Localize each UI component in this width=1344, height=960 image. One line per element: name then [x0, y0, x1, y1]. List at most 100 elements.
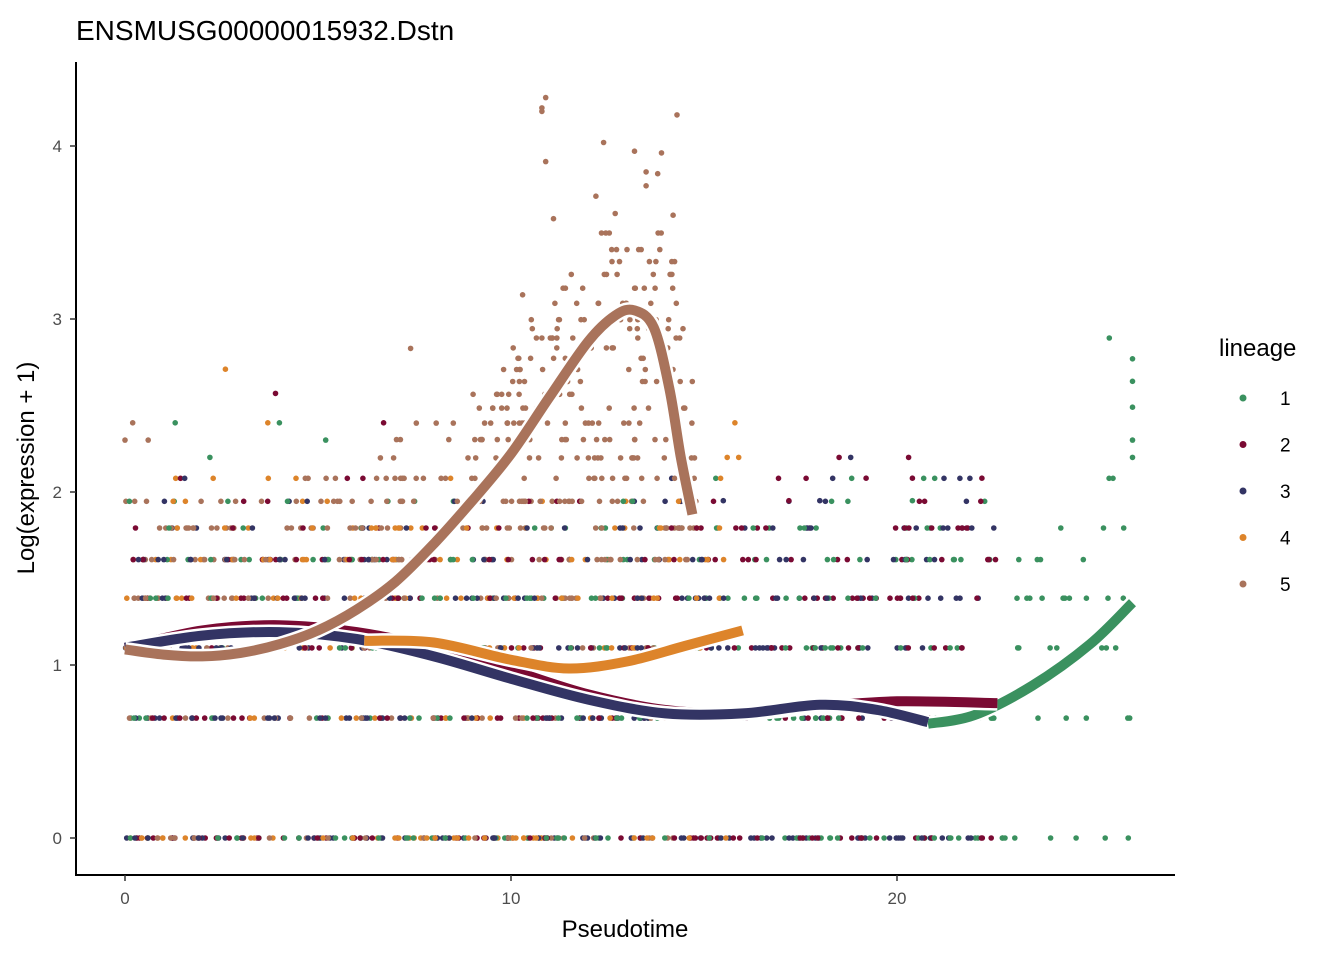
point-lineage-5	[232, 556, 238, 563]
point-lineage-2	[283, 595, 290, 601]
point-lineage-3	[584, 556, 591, 563]
point-lineage-2	[431, 556, 437, 563]
point-lineage-3	[364, 715, 371, 721]
point-lineage-1	[592, 595, 599, 601]
y-tick-label: 1	[53, 656, 62, 675]
point-lineage-5	[648, 300, 654, 307]
point-lineage-5	[479, 715, 485, 721]
point-lineage-1	[172, 420, 178, 426]
point-lineage-5	[550, 215, 557, 222]
point-lineage-3	[401, 715, 408, 721]
point-lineage-4	[717, 475, 724, 482]
point-lineage-1	[1014, 595, 1020, 601]
point-lineage-5	[652, 436, 658, 443]
point-lineage-1	[1125, 835, 1132, 841]
legend: lineage 1 2 3 4 5	[1219, 335, 1296, 596]
point-lineage-5	[533, 335, 540, 341]
point-lineage-3	[725, 645, 731, 651]
point-lineage-5	[511, 420, 517, 426]
point-lineage-2	[431, 525, 438, 531]
point-lineage-1	[1125, 715, 1131, 721]
point-lineage-3	[639, 595, 645, 601]
point-lineage-4	[454, 835, 461, 841]
point-lineage-5	[323, 475, 329, 482]
point-lineage-2	[494, 715, 501, 721]
point-lineage-5	[536, 556, 542, 563]
point-lineage-3	[763, 835, 770, 841]
point-lineage-2	[931, 645, 937, 651]
point-lineage-1	[1024, 595, 1030, 601]
point-lineage-2	[668, 525, 675, 531]
point-lineage-2	[786, 645, 793, 651]
point-lineage-4	[608, 645, 615, 651]
point-lineage-5	[640, 498, 647, 505]
point-lineage-1	[524, 715, 530, 721]
point-lineage-1	[1106, 335, 1113, 341]
point-lineage-1	[126, 498, 133, 505]
point-lineage-2	[905, 454, 912, 461]
point-lineage-1	[531, 525, 538, 531]
point-lineage-5	[131, 498, 138, 505]
point-lineage-4	[188, 595, 195, 601]
point-lineage-5	[512, 715, 519, 721]
point-lineage-2	[642, 556, 648, 563]
point-lineage-5	[689, 420, 695, 426]
point-lineage-3	[919, 835, 925, 841]
point-lineage-5	[399, 475, 406, 482]
point-lineage-3	[637, 525, 643, 531]
point-lineage-4	[516, 645, 522, 651]
point-lineage-2	[963, 525, 970, 531]
point-lineage-1	[1106, 475, 1112, 482]
point-lineage-3	[265, 715, 271, 721]
point-lineage-2	[226, 835, 232, 841]
point-lineage-2	[130, 556, 136, 563]
legend-key-4	[1239, 534, 1247, 541]
point-lineage-5	[225, 715, 231, 721]
point-lineage-2	[300, 525, 306, 531]
point-lineage-3	[181, 475, 188, 482]
point-lineage-5	[505, 835, 512, 841]
point-lineage-1	[410, 835, 417, 841]
point-lineage-2	[527, 835, 533, 841]
point-lineage-5	[521, 378, 528, 385]
point-lineage-2	[302, 645, 308, 651]
point-lineage-2	[309, 645, 315, 651]
point-lineage-1	[797, 525, 803, 531]
point-lineage-5	[542, 158, 549, 165]
point-lineage-5	[599, 525, 605, 531]
point-lineage-2	[978, 498, 984, 505]
point-lineage-1	[588, 595, 595, 601]
point-lineage-5	[617, 455, 624, 461]
point-lineage-1	[593, 835, 599, 841]
point-lineage-3	[132, 835, 138, 841]
point-lineage-5	[554, 335, 560, 341]
point-lineage-5	[388, 715, 395, 721]
point-lineage-1	[845, 498, 851, 505]
point-lineage-5	[221, 595, 227, 601]
point-lineage-3	[195, 835, 202, 841]
point-lineage-4	[437, 556, 443, 563]
y-tick-label: 0	[53, 829, 62, 848]
point-lineage-2	[344, 475, 351, 482]
point-lineage-3	[953, 595, 960, 601]
point-lineage-4	[724, 454, 730, 461]
legend-label-1: 1	[1280, 389, 1291, 410]
point-lineage-5	[643, 169, 649, 175]
point-lineage-1	[735, 645, 742, 651]
point-lineage-4	[649, 835, 656, 841]
point-lineage-5	[349, 498, 356, 505]
point-lineage-5	[515, 355, 521, 362]
point-lineage-1	[605, 835, 611, 841]
point-lineage-5	[586, 475, 592, 482]
point-lineage-5	[465, 455, 471, 461]
point-lineage-5	[504, 405, 510, 411]
point-lineage-1	[503, 595, 509, 601]
point-lineage-5	[606, 405, 612, 411]
point-lineage-5	[433, 420, 440, 426]
point-lineage-2	[849, 595, 856, 601]
point-lineage-5	[185, 525, 192, 531]
point-lineage-4	[266, 556, 273, 563]
point-lineage-5	[509, 378, 516, 385]
point-lineage-4	[735, 454, 742, 461]
point-lineage-5	[655, 230, 661, 236]
